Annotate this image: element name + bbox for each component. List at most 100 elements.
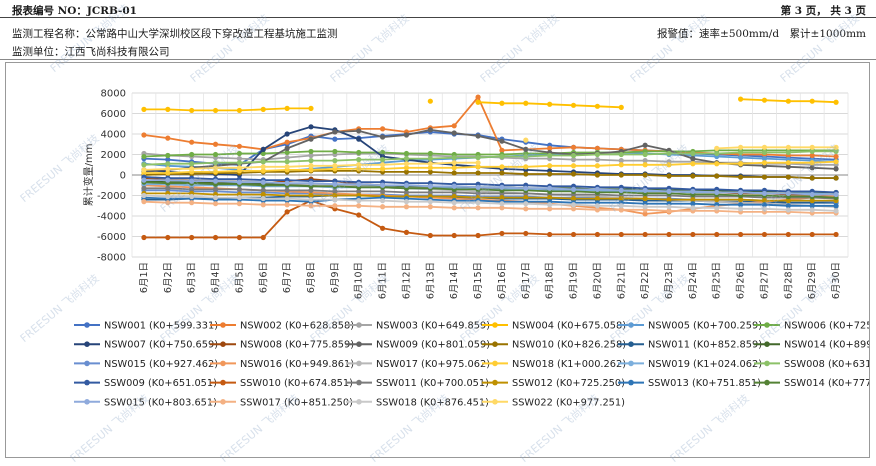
data-point <box>642 162 648 168</box>
legend-swatch-marker <box>356 399 362 405</box>
data-point <box>761 160 768 166</box>
data-point <box>284 209 290 215</box>
data-point <box>475 94 481 100</box>
data-point <box>165 185 171 191</box>
legend-entry: SSW014 (K0+777.051) <box>784 378 869 389</box>
legend-entry: SSW008 (K0+631.451) <box>784 359 869 370</box>
legend-swatch-marker <box>492 341 498 348</box>
data-point <box>761 97 768 103</box>
series-line <box>143 196 837 207</box>
data-point <box>738 154 744 161</box>
data-point <box>403 182 410 188</box>
data-point <box>284 180 290 186</box>
data-point <box>308 163 314 169</box>
data-point <box>189 178 195 184</box>
data-point <box>523 146 529 152</box>
data-point <box>499 201 505 207</box>
data-point <box>284 154 290 161</box>
data-point <box>260 146 266 152</box>
data-point <box>165 135 171 141</box>
data-point <box>189 107 195 114</box>
data-point <box>380 162 386 168</box>
data-point <box>165 106 171 112</box>
data-point <box>284 164 290 170</box>
data-point <box>332 136 338 142</box>
data-point <box>809 148 815 155</box>
data-point <box>809 152 815 159</box>
data-point <box>785 207 791 213</box>
legend-swatch-marker <box>356 341 362 348</box>
legend-entry: NSW014 (K0+899.197) <box>784 340 869 351</box>
data-point <box>570 206 577 212</box>
data-point <box>761 206 768 212</box>
data-point <box>403 189 410 196</box>
data-point <box>666 204 672 210</box>
data-point <box>332 197 338 203</box>
data-point <box>523 201 529 207</box>
legend-swatch-marker <box>220 399 226 405</box>
legend-entry: NSW009 (K0+801.059) <box>376 340 490 351</box>
data-point <box>141 192 147 199</box>
data-point <box>236 160 242 166</box>
x-tick-label: 6月28日 <box>783 262 794 299</box>
data-point <box>690 205 696 211</box>
data-point <box>380 157 386 163</box>
chart-frame: -8000 -6000 -4000 -2000 0 2000 4000 6000 8000 累计变… <box>5 62 870 458</box>
data-point <box>284 187 290 193</box>
data-point <box>642 158 648 164</box>
data-point <box>690 150 696 157</box>
data-point <box>284 202 290 208</box>
data-point <box>189 193 195 200</box>
data-point <box>403 204 410 210</box>
data-point <box>308 136 314 142</box>
data-point <box>260 150 266 157</box>
data-point <box>141 199 147 205</box>
data-point <box>284 139 290 145</box>
data-point <box>236 107 242 114</box>
data-point <box>356 128 362 134</box>
x-tick-label: 6月11日 <box>378 262 389 299</box>
series-line <box>143 192 837 202</box>
x-tick-label: 6月6日 <box>258 262 269 293</box>
data-point <box>666 197 672 203</box>
data-point <box>308 192 314 199</box>
y-tick-label: 2000 <box>101 150 126 161</box>
data-point <box>809 160 815 166</box>
data-point <box>189 200 195 206</box>
data-point <box>547 231 553 238</box>
legend-swatch-marker <box>628 360 634 367</box>
data-point <box>809 198 815 204</box>
data-point <box>738 174 744 180</box>
series-line <box>143 176 837 194</box>
legend-entry: SSW012 (K0+725.250) <box>512 378 625 389</box>
data-point <box>308 152 314 159</box>
data-point <box>618 203 624 209</box>
legend-swatch-marker <box>220 360 226 367</box>
data-point <box>499 138 505 144</box>
data-point <box>236 194 242 201</box>
data-point <box>141 177 147 183</box>
data-point <box>356 181 362 187</box>
data-point <box>666 208 672 214</box>
data-point <box>594 145 601 151</box>
legend-entry: NSW016 (K0+949.861) <box>240 359 354 370</box>
data-point <box>165 161 171 167</box>
data-point <box>236 186 242 192</box>
data-point <box>165 193 171 200</box>
project-info-row: 监测工程名称：公常路中山大学深圳校区段下穿改造工程基坑施工监测 报警值：速率±5… <box>0 24 876 41</box>
data-point <box>451 200 457 206</box>
data-point <box>833 166 839 172</box>
data-point <box>809 98 815 104</box>
data-point <box>475 164 481 170</box>
data-point <box>833 144 839 150</box>
data-point <box>594 163 601 169</box>
legend-swatch-marker <box>764 322 770 328</box>
data-point <box>785 198 791 204</box>
data-point <box>690 161 696 167</box>
data-point <box>308 105 314 111</box>
x-tick-label: 6月23日 <box>664 262 675 299</box>
data-point <box>547 171 553 177</box>
legend-entry: SSW010 (K0+674.851) <box>240 378 353 389</box>
data-point <box>642 211 648 217</box>
data-point <box>380 166 386 172</box>
